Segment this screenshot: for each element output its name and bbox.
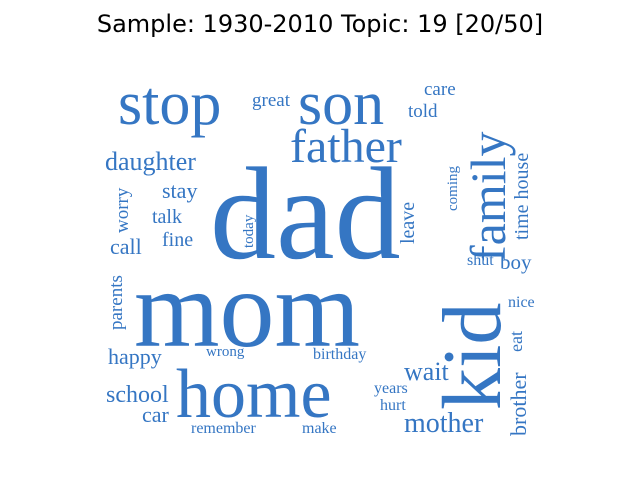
- word-cloud-words: dad mom home kid son stop family father …: [105, 70, 535, 439]
- word-time-house: time house: [511, 153, 533, 240]
- word-father: father: [290, 120, 402, 173]
- word-dad: dad: [210, 140, 401, 287]
- word-wrong: wrong: [206, 344, 245, 360]
- word-call: call: [110, 234, 142, 259]
- word-hurt: hurt: [380, 397, 406, 414]
- word-fine: fine: [162, 229, 193, 251]
- word-mom: mom: [134, 248, 360, 370]
- word-wait: wait: [404, 357, 450, 386]
- word-eat: eat: [506, 331, 526, 352]
- word-mother: mother: [404, 408, 484, 439]
- word-daughter: daughter: [105, 147, 196, 176]
- word-years: years: [374, 380, 408, 397]
- word-told: told: [408, 101, 438, 122]
- word-today: today: [241, 214, 257, 248]
- word-car: car: [142, 402, 170, 427]
- word-care: care: [424, 79, 456, 100]
- figure-title: Sample: 1930-2010 Topic: 19 [20/50]: [96, 10, 544, 38]
- word-school: school: [106, 382, 169, 408]
- word-home: home: [176, 356, 332, 433]
- word-great: great: [252, 90, 291, 111]
- word-brother: brother: [506, 372, 531, 436]
- word-talk: talk: [152, 206, 182, 228]
- word-remember: remember: [191, 420, 257, 437]
- word-kid: kid: [426, 303, 519, 410]
- word-nice: nice: [508, 294, 535, 311]
- word-make: make: [302, 420, 337, 437]
- word-stop: stop: [118, 70, 221, 138]
- word-boy: boy: [500, 250, 532, 274]
- word-leave: leave: [397, 202, 419, 244]
- word-son: son: [298, 70, 384, 138]
- word-coming: coming: [445, 166, 461, 211]
- word-family: family: [460, 131, 516, 262]
- word-shut: shut: [467, 252, 494, 269]
- word-happy: happy: [108, 344, 162, 369]
- word-stay: stay: [162, 178, 197, 203]
- word-parents: parents: [106, 275, 127, 330]
- word-birthday: birthday: [313, 346, 366, 363]
- word-worry: worry: [112, 187, 133, 233]
